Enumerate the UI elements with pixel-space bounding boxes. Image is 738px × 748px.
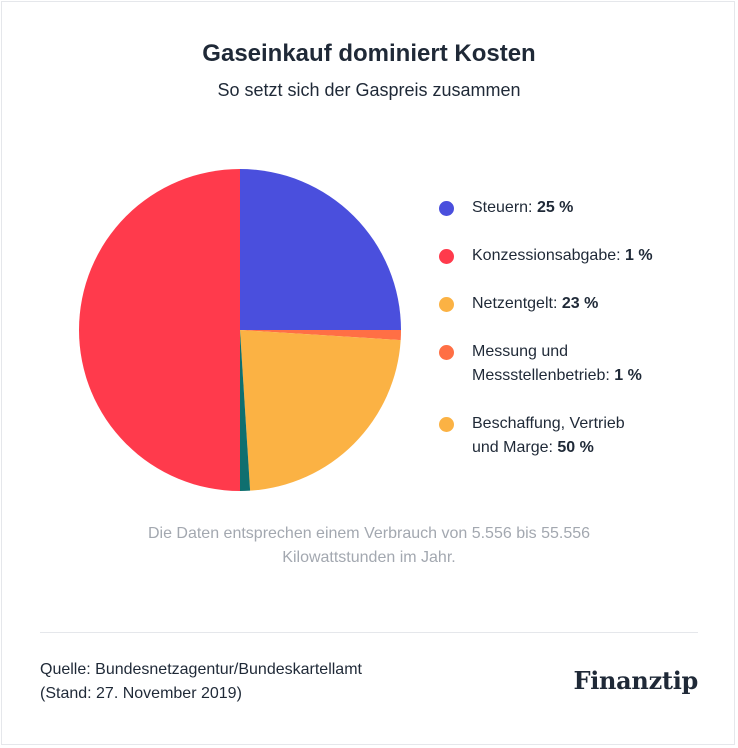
chart-title: Gaseinkauf dominiert Kosten	[202, 40, 536, 67]
pie-chart	[79, 169, 401, 491]
divider	[40, 632, 698, 633]
legend-label: Beschaffung, Vertrieb und Marge: 50 %	[472, 415, 625, 456]
pie-slice-1	[240, 330, 251, 491]
legend-value: 25 %	[536, 199, 574, 216]
pie-slice-3	[240, 330, 401, 341]
source-line-1: Quelle: Bundesnetzagentur/Bundeskartella…	[40, 661, 362, 678]
pie-slice-4	[79, 169, 240, 491]
pie-slice-0	[240, 169, 401, 330]
legend-swatch	[439, 249, 454, 264]
legend-swatch	[439, 297, 454, 312]
legend-value: 50 %	[557, 439, 594, 456]
legend-label: Netzentgelt: 23 %	[472, 295, 599, 312]
legend-label: Steuern: 25 %	[472, 199, 574, 216]
legend-label: Konzessionsabgabe: 1 %	[472, 247, 653, 264]
source-text: Quelle: Bundesnetzagentur/Bundeskartella…	[40, 658, 362, 706]
finanztip-logo: Finanztip	[573, 666, 698, 695]
legend-swatch	[439, 345, 454, 360]
legend-value: 1 %	[614, 367, 642, 384]
legend-label: Messung und Messstellenbetrieb: 1 %	[472, 343, 642, 384]
legend-swatch	[439, 201, 454, 216]
legend-value: 23 %	[561, 295, 599, 312]
data-note: Die Daten entsprechen einem Verbrauch vo…	[147, 525, 591, 566]
chart-subtitle: So setzt sich der Gaspreis zusammen	[217, 80, 521, 100]
source-line-2: (Stand: 27. November 2019)	[40, 685, 242, 702]
legend-swatch	[439, 417, 454, 432]
legend-value: 1 %	[625, 247, 653, 264]
pie-slice-2	[240, 330, 401, 491]
